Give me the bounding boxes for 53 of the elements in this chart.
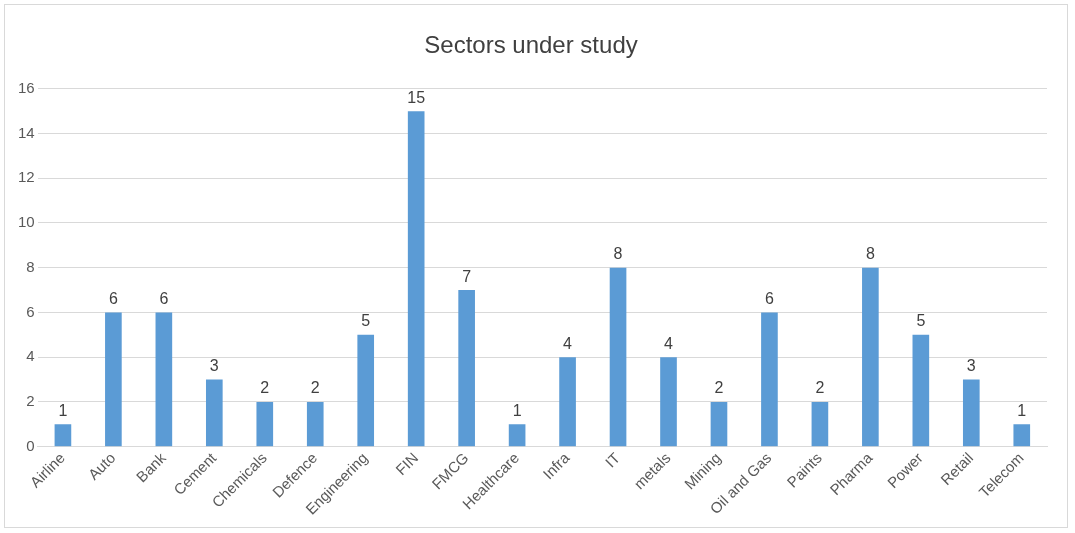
bar: [205, 379, 223, 447]
bar: [155, 312, 173, 447]
bar: [54, 424, 72, 447]
bar: [811, 401, 829, 447]
bar: [407, 111, 425, 447]
bar: [458, 290, 475, 447]
bar: [508, 424, 526, 447]
data-label: 1: [1017, 401, 1027, 419]
bar: [912, 334, 930, 447]
bar: [1013, 424, 1031, 447]
data-label: 15: [407, 88, 426, 106]
data-label: 6: [159, 289, 169, 307]
data-label: 1: [58, 401, 68, 419]
y-tick-label: 0: [26, 436, 35, 454]
data-label: 2: [815, 379, 825, 397]
bar: [962, 379, 980, 447]
bar: [306, 401, 324, 447]
y-tick-label: 2: [26, 392, 35, 410]
bar: [609, 267, 627, 447]
y-tick-label: 14: [18, 123, 35, 141]
data-label: 8: [865, 245, 875, 263]
y-tick-label: 10: [18, 213, 35, 231]
bar: [761, 312, 778, 447]
bar: [710, 401, 728, 447]
bar: [256, 401, 274, 447]
y-tick-label: 4: [26, 347, 35, 365]
x-tick-label: IT: [601, 449, 624, 471]
data-label: 6: [108, 289, 118, 307]
bar: [357, 334, 375, 447]
data-label: 6: [764, 289, 774, 307]
data-label: 5: [916, 312, 926, 330]
data-label: 3: [209, 356, 219, 374]
x-tick-label: Infra: [539, 448, 574, 483]
data-label: 2: [714, 379, 724, 397]
y-tick-label: 8: [26, 257, 35, 275]
bar: [559, 357, 576, 447]
data-label: 7: [462, 267, 472, 285]
y-tick-label: 12: [18, 168, 35, 186]
data-label: 5: [361, 312, 371, 330]
data-label: 8: [613, 245, 623, 263]
chart-title: Sectors under study: [424, 31, 638, 59]
data-label: 1: [512, 401, 522, 419]
data-label: 4: [664, 334, 674, 352]
y-tick-label: 6: [26, 302, 35, 320]
bar: [660, 357, 677, 447]
bar: [862, 267, 879, 447]
x-tick-label: FIN: [392, 449, 422, 479]
bar: [105, 312, 122, 447]
data-label: 2: [260, 379, 270, 397]
data-label: 3: [966, 356, 976, 374]
data-label: 2: [310, 379, 320, 397]
y-tick-label: 16: [18, 78, 35, 96]
data-label: 4: [563, 334, 573, 352]
